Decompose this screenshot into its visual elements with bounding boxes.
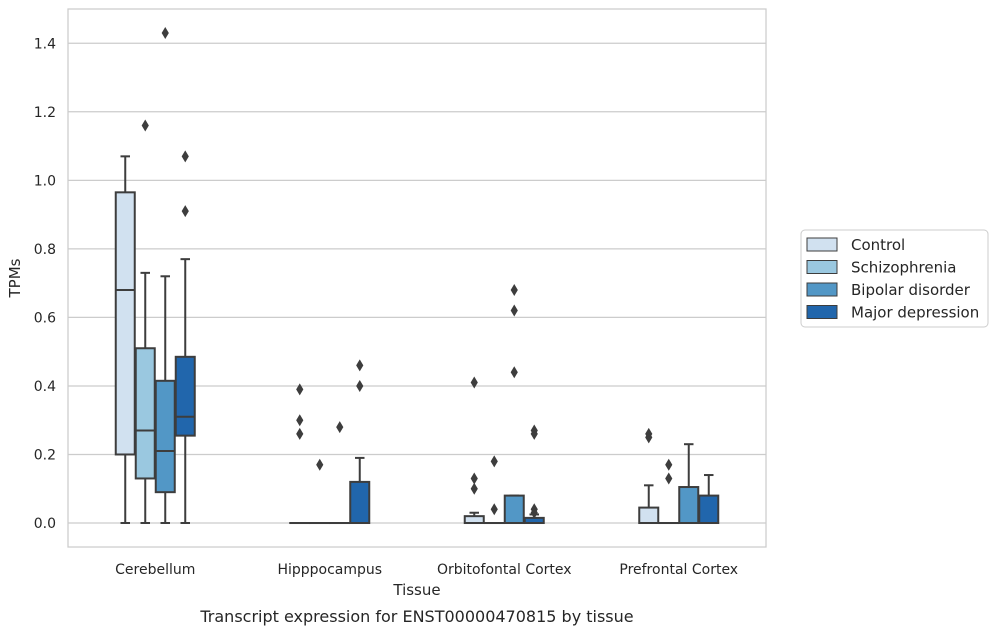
- y-tick-label: 0.0: [34, 516, 56, 532]
- x-axis-label: Tissue: [392, 581, 440, 599]
- outlier-point: [296, 427, 304, 440]
- box-body: [174, 355, 196, 437]
- y-tick-label: 1.2: [34, 105, 56, 121]
- x-axis-ticks: Cerebellum Hipppocampus Orbitofontal Corte…: [115, 562, 738, 578]
- box-2-2: [503, 283, 525, 525]
- box-body: [134, 347, 156, 480]
- legend-label: Schizophrenia: [851, 259, 956, 277]
- outlier-point: [336, 421, 344, 434]
- legend-label: Control: [851, 236, 905, 254]
- outlier-point: [141, 119, 149, 132]
- outlier-point: [530, 506, 538, 519]
- outlier-point: [356, 379, 364, 392]
- box-body: [678, 486, 700, 525]
- legend-label: Bipolar disorder: [851, 281, 971, 299]
- outlier-point: [181, 205, 189, 218]
- outlier-point: [665, 458, 673, 471]
- plot-area-frame: [67, 8, 767, 548]
- box-series: [114, 26, 720, 525]
- box-body: [463, 515, 485, 525]
- x-tick-label: Hipppocampus: [277, 562, 382, 578]
- outlier-point: [470, 482, 478, 495]
- outlier-point: [510, 283, 518, 296]
- box-1-2: [329, 421, 351, 525]
- outlier-point: [470, 376, 478, 389]
- y-tick-label: 0.2: [34, 447, 56, 463]
- y-axis-label: TPMs: [6, 258, 24, 298]
- box-body: [698, 494, 720, 525]
- x-tick-label: Cerebellum: [115, 562, 195, 578]
- legend-label: Major depression: [851, 304, 979, 322]
- box-2-0: [463, 376, 485, 525]
- y-tick-label: 1.4: [34, 36, 56, 52]
- outlier-point: [665, 472, 673, 485]
- box-3-3: [698, 474, 720, 525]
- box-0-0: [114, 155, 136, 525]
- y-tick-label: 0.8: [34, 242, 56, 258]
- y-tick-label: 0.6: [34, 310, 56, 326]
- y-tick-label: 0.4: [34, 379, 56, 395]
- outlier-point: [510, 366, 518, 379]
- y-axis-ticks: 0.0 0.2 0.4 0.6 0.8 1.0 1.2 1.4: [34, 36, 56, 532]
- box-body: [114, 191, 136, 456]
- outlier-point: [645, 431, 653, 444]
- box-2-1: [483, 455, 505, 525]
- y-tick-label: 1.0: [34, 173, 56, 189]
- outlier-point: [530, 427, 538, 440]
- x-tick-label: Orbitofontal Cortex: [437, 562, 572, 578]
- legend-swatch: [806, 260, 838, 274]
- legend-frame: [800, 229, 989, 328]
- outlier-point: [316, 458, 324, 471]
- figure-caption: Transcript expression for ENST0000047081…: [199, 607, 633, 626]
- box-body: [154, 379, 176, 494]
- box-0-3: [174, 150, 196, 525]
- outlier-point: [356, 359, 364, 372]
- outlier-point: [470, 472, 478, 485]
- box-body: [638, 506, 660, 525]
- outlier-point: [296, 414, 304, 427]
- legend-swatch: [806, 282, 838, 297]
- box-1-3: [349, 359, 371, 525]
- box-2-3: [523, 424, 545, 525]
- outlier-point: [510, 304, 518, 317]
- legend-swatch: [806, 237, 838, 252]
- legend-swatch: [806, 305, 838, 319]
- outlier-point: [490, 455, 498, 468]
- box-3-0: [638, 427, 660, 525]
- box-body: [503, 494, 525, 525]
- outlier-point: [161, 26, 169, 39]
- outlier-point: [490, 503, 498, 516]
- legend: Control Schizophrenia Bipolar disorder Majo…: [800, 229, 989, 328]
- box-body: [349, 480, 371, 525]
- outlier-point: [296, 383, 304, 396]
- outlier-point: [181, 150, 189, 163]
- x-tick-label: Prefrontal Cortex: [619, 562, 738, 578]
